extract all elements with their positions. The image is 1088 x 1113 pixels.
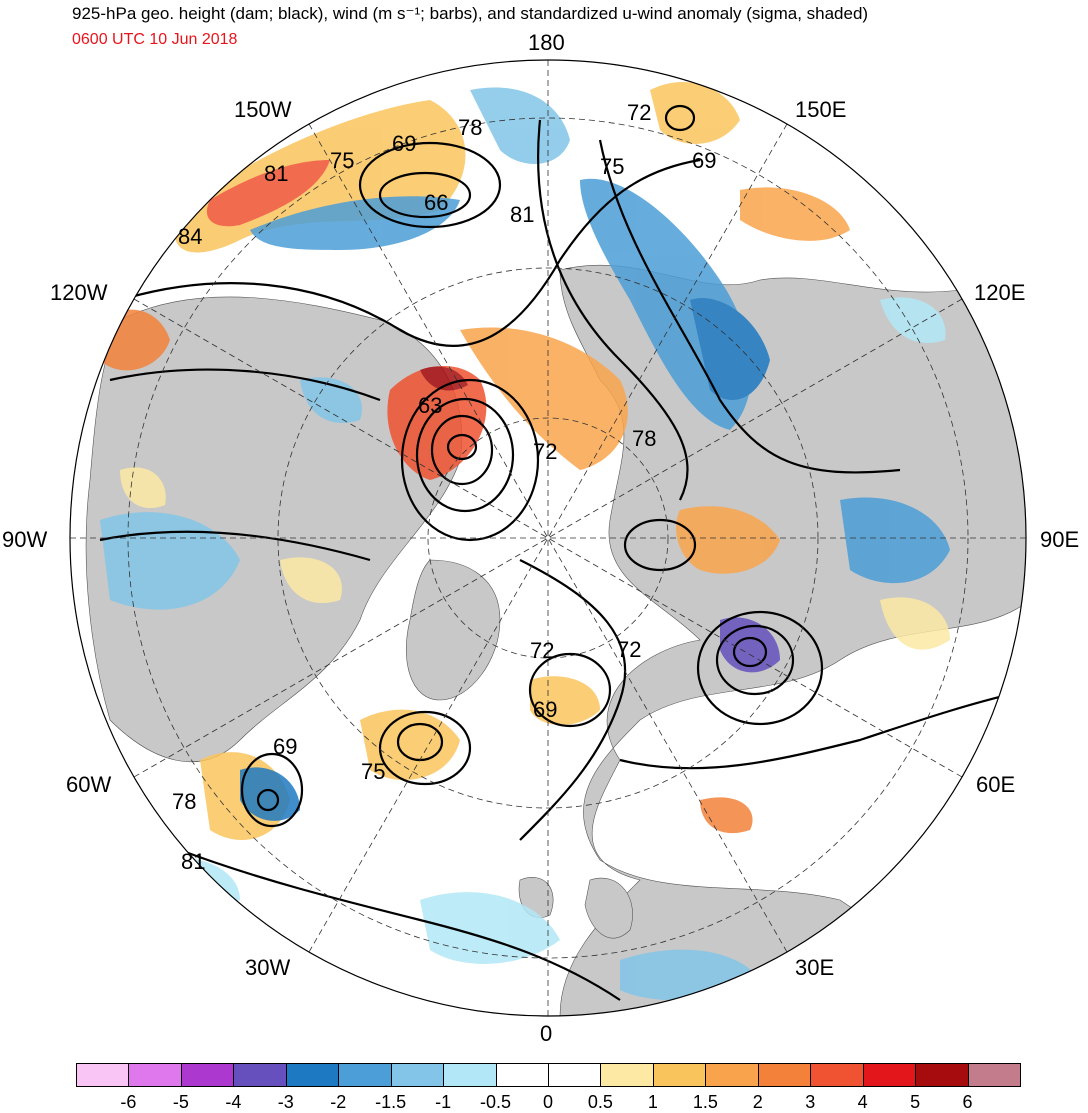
longitude-label-30e: 30E [795,955,835,980]
colorbar-tick-label: -5 [172,1092,189,1112]
contour-label: 69 [392,131,416,156]
contour-label: 69 [273,734,297,759]
contour-label: 78 [632,426,656,451]
contour-label: 66 [424,190,448,215]
colorbar-swatch [180,1063,235,1087]
colorbar-swatch [233,1063,287,1087]
longitude-label-30w: 30W [245,955,291,980]
colorbar-tick-label: -0.5 [480,1092,512,1112]
negative-anomaly-shading [100,87,950,1001]
colorbar-swatch [548,1063,602,1087]
colorbar-swatch [862,1063,917,1087]
colorbar-tick-label: -4 [225,1092,242,1112]
valid-time: 0600 UTC 10 Jun 2018 [72,31,238,48]
contour-label: 72 [533,439,557,464]
colorbar-swatch [495,1063,549,1087]
contour-labels: 72 75 69 69 81 66 78 75 81 84 63 72 78 7… [172,100,716,874]
contour-label: 81 [181,849,205,874]
longitude-label-90w: 90W [2,527,48,552]
contour-label: 69 [692,148,716,173]
map-disk [70,60,1026,1016]
colorbar-tick-label: 1 [647,1092,658,1112]
colorbar-swatch [285,1063,340,1087]
colorbar-swatch [390,1063,445,1087]
colorbar-tick-label: -2 [330,1092,347,1112]
colorbar-swatch [76,1063,130,1087]
colorbar-tick-label: -6 [120,1092,137,1112]
polar-stereographic-map: 72 75 69 69 81 66 78 75 81 84 63 72 78 7… [69,59,1027,1017]
contour-label: 69 [533,697,557,722]
contour-label: 81 [264,161,288,186]
contour-label: 78 [172,789,196,814]
longitude-label-120w: 120W [50,280,108,305]
colorbar-swatch [338,1063,392,1087]
colorbar-tick-label: -1 [435,1092,452,1112]
colorbar-tick-label: 1.5 [692,1092,718,1112]
graticule [70,60,1026,1016]
longitude-label-60w: 60W [66,772,112,797]
contour-label: 81 [510,202,534,227]
colorbar-tick-label: 2 [752,1092,763,1112]
contour-label: 75 [330,148,354,173]
map-boundary [69,59,1027,1017]
longitude-label-120e: 120E [974,280,1026,305]
height-contours [99,104,1026,1001]
map-title: 925-hPa geo. height (dam; black), wind (… [72,4,869,23]
colorbar-tick-label: 3 [805,1092,816,1112]
colorbar-tick-label: 5 [910,1092,921,1112]
colorbar-tick-label: 4 [857,1092,868,1112]
colorbar-swatch [757,1063,812,1087]
contour-label: 84 [178,224,202,249]
land-masses [85,264,1026,1016]
colorbar-swatch [652,1063,707,1087]
contour-label: 72 [530,638,554,663]
colorbar-tick-label: 6 [962,1092,973,1112]
contour-label: 75 [361,759,385,784]
colorbar-tick-label: -1.5 [375,1092,407,1112]
colorbar-swatch [443,1063,497,1087]
contour-label: 72 [617,637,641,662]
colorbar-swatch [810,1063,864,1087]
contour-label: 63 [418,393,442,418]
longitude-label-90e: 90E [1040,527,1080,552]
contour-label: 75 [600,154,624,179]
colorbar-swatch [967,1063,1021,1087]
colorbar-swatch [705,1063,759,1087]
colorbar-swatch [128,1063,182,1087]
colorbar-swatch [915,1063,969,1087]
contour-label: 78 [458,115,482,140]
longitude-label-150e: 150E [795,97,847,122]
longitude-label-0: 0 [540,1021,553,1046]
colorbar-tick-label: 0.5 [587,1092,613,1112]
longitude-label-60e: 60E [976,772,1016,797]
longitude-label-150w: 150W [234,97,292,122]
colorbar-tick-label: -3 [277,1092,294,1112]
colorbar-tick-label: 0 [542,1092,554,1112]
colorbar-swatch [600,1063,654,1087]
longitude-label-180: 180 [528,30,565,55]
contour-label: 72 [627,100,651,125]
